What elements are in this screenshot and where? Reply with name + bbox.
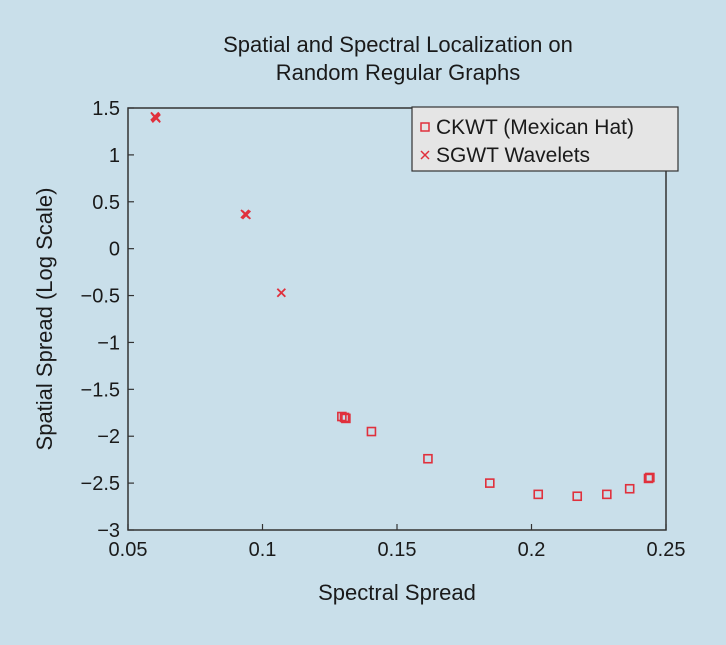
- legend-label-sgwt: SGWT Wavelets: [436, 144, 590, 167]
- y-tick-label: 1.5: [92, 98, 120, 120]
- data-point-x: [151, 112, 161, 123]
- y-tick-label: −0.5: [81, 286, 120, 308]
- legend-label-ckwt: CKWT (Mexican Hat): [436, 116, 634, 139]
- data-point-square: [602, 489, 612, 500]
- x-tick-label: 0.1: [249, 539, 277, 561]
- chart-title: Spatial and Spectral Localization on Ran…: [223, 32, 573, 85]
- series-sgwt-wavelets: [150, 111, 286, 298]
- chart-title-line-1: Spatial and Spectral Localization on: [223, 32, 573, 57]
- data-point-x: [276, 288, 286, 298]
- x-tick-label: 0.25: [647, 539, 686, 561]
- legend-square-marker-icon: [420, 122, 430, 132]
- data-point-square: [423, 453, 433, 464]
- y-tick-label: 0.5: [92, 192, 120, 214]
- y-tick-label: −1: [97, 332, 120, 354]
- y-tick-label: −1.5: [81, 379, 120, 401]
- y-tick-label: −3: [97, 520, 120, 542]
- chart-title-line-2: Random Regular Graphs: [276, 60, 521, 85]
- y-tick-label: −2.5: [81, 473, 120, 495]
- data-point-square: [366, 426, 377, 437]
- legend-x-marker-icon: [420, 150, 430, 160]
- data-point-square: [572, 491, 583, 502]
- data-point-square: [339, 412, 350, 423]
- x-tick-label: 0.05: [109, 539, 148, 561]
- x-tick-label: 0.2: [518, 539, 546, 561]
- data-point-square: [533, 489, 544, 500]
- data-point-square: [624, 483, 635, 494]
- data-point-square: [645, 472, 655, 483]
- data-point-x: [241, 210, 251, 220]
- x-axis-ticks: 0.05 0.1 0.15 0.2 0.25: [109, 524, 686, 561]
- y-axis-label: Spatial Spread (Log Scale): [32, 188, 57, 451]
- legend: CKWT (Mexican Hat) SGWT Wavelets: [411, 106, 679, 172]
- series-ckwt-mexican-hat: [337, 411, 655, 502]
- y-axis-ticks: 1.5 1 0.5 0 −0.5 −1 −1.5 −2 −2.5 −3: [81, 98, 134, 542]
- y-tick-label: 0: [109, 239, 120, 261]
- y-tick-label: 1: [109, 145, 120, 167]
- y-tick-label: −2: [97, 426, 120, 448]
- x-axis-label: Spectral Spread: [318, 580, 476, 605]
- data-point-square: [485, 478, 495, 488]
- data-point-square: [643, 473, 654, 484]
- x-tick-label: 0.15: [378, 539, 417, 561]
- legend-box: [411, 106, 679, 172]
- data-point-square: [341, 413, 351, 424]
- data-series: [150, 111, 655, 502]
